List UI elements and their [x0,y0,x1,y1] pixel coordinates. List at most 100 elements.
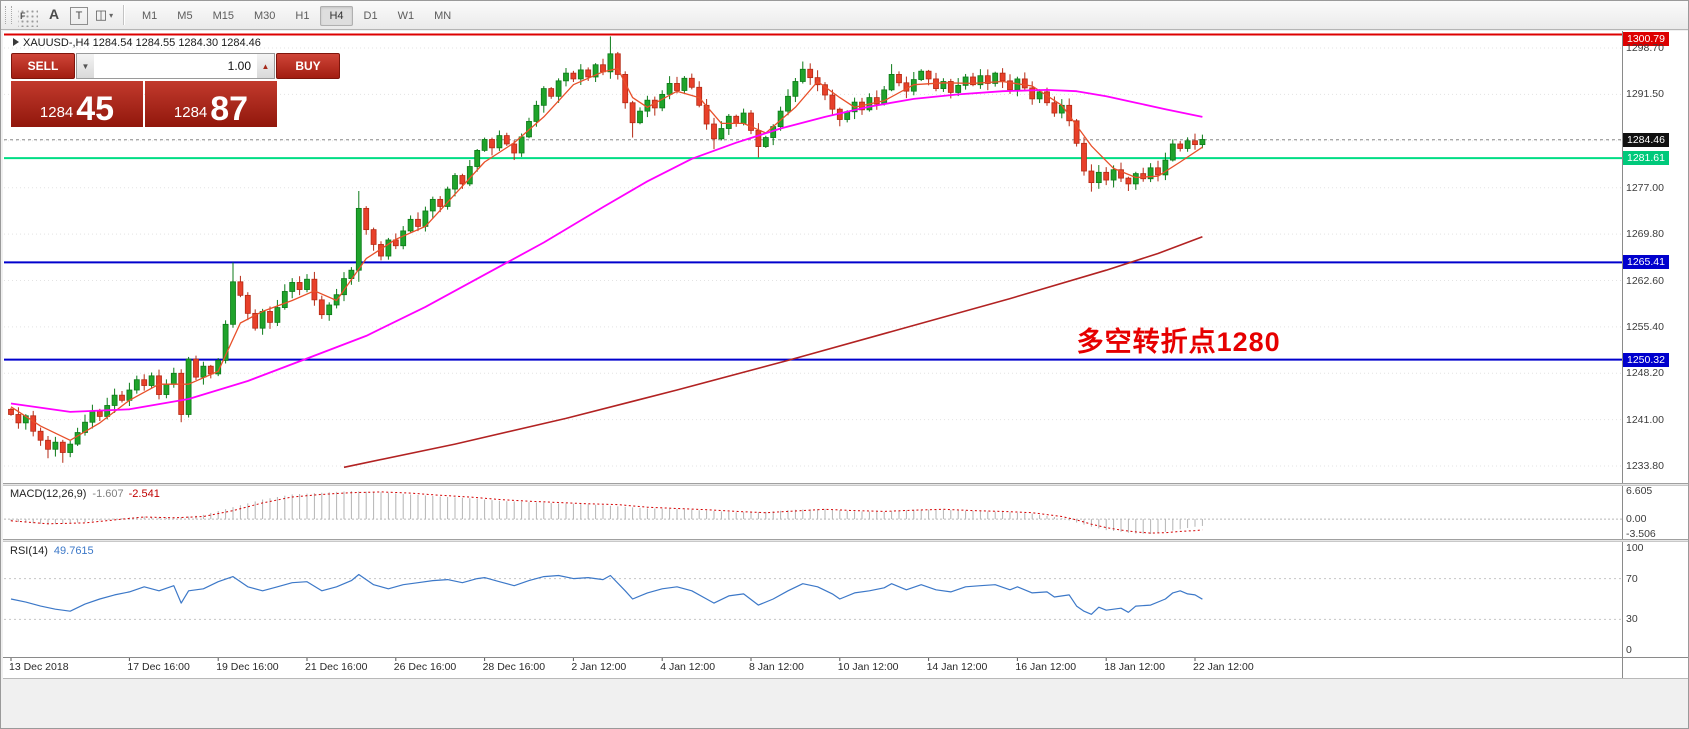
price-axis-border [1622,31,1623,678]
candlestick [637,110,643,124]
candlestick [992,72,999,84]
timeframe-button-mn[interactable]: MN [434,10,452,22]
candlestick [518,136,525,154]
timeframe-button-w1[interactable]: W1 [397,10,415,22]
candlestick [415,218,421,227]
candlestick [555,80,562,97]
toolbar-grip[interactable] [5,6,12,24]
candlestick [748,112,754,131]
candlestick [711,123,717,140]
ma-slow-line [343,235,1203,469]
candlestick [466,166,473,185]
candlestick [792,81,799,97]
timeframe-button-m5[interactable]: M5 [177,10,193,22]
timeframe-button-h4[interactable]: H4 [320,6,353,26]
candlestick [1132,173,1139,185]
timeframe-button-m30[interactable]: M30 [253,10,276,22]
candlestick [614,53,621,75]
candlestick [977,75,984,86]
fibo-grid-icon[interactable]: F [18,10,38,27]
candlestick [1177,143,1184,149]
buy-button[interactable]: BUY [276,53,340,79]
volume-increase-button[interactable]: ▲ [257,54,274,78]
candlestick [896,74,902,84]
candlestick [407,218,414,232]
candlestick [1110,169,1117,181]
candlestick [481,139,488,151]
timeframe-button-m15[interactable]: M15 [212,10,234,22]
candlestick [185,358,192,415]
candlestick [592,64,599,78]
candlestick [659,93,666,109]
candlestick [96,410,103,417]
candlestick [496,135,503,149]
candlestick [67,443,74,453]
timeframe-button-d1[interactable]: D1 [363,10,378,22]
candlestick [799,68,806,82]
candlestick [30,415,37,432]
candlestick [725,115,732,129]
candlestick [1088,170,1095,184]
candlestick [178,372,185,415]
candlestick [452,175,458,190]
candlestick [170,372,177,385]
rsi-layer [4,573,1622,620]
candlestick [1155,167,1161,176]
candlestick [163,383,170,395]
volume-decrease-button[interactable]: ▼ [77,54,94,78]
candlestick [400,230,407,247]
candlestick [200,365,207,378]
pane-splitter-rsi[interactable] [3,539,1688,542]
rsi-indicator-label: RSI(14) 49.7615 [10,545,94,557]
candlestick [1192,140,1198,146]
text-annotation-icon[interactable]: A [48,6,60,22]
one-click-trading-panel: SELL ▼ ▲ BUY 1284 45 1284 87 [11,53,340,127]
rsi-value: 49.7615 [53,545,94,557]
candlestick [222,323,229,361]
macd-signal-value: -2.541 [128,488,160,500]
candlestick [570,72,577,80]
timeframe-button-h1[interactable]: H1 [295,10,310,22]
chart-background[interactable] [3,31,1688,678]
candlestick [925,70,932,80]
ma-mid-line [10,89,1203,413]
chart-annotation-text: 多空转折点1280 [1076,326,1281,357]
candlestick [696,86,703,106]
macd-main-value: -1.607 [92,488,124,500]
candlestick [289,282,296,292]
candlestick [1169,143,1176,161]
shapes-dropdown-icon[interactable]: ◫ ▾ [94,7,114,22]
candlestick [762,137,769,147]
candlestick [873,97,880,105]
toolbar-separator [123,5,125,25]
timeframe-group: M1 M5 M15 M30 H1 H4 D1 W1 MN [132,6,461,26]
candlestick [318,299,325,316]
pane-splitter-macd[interactable] [3,483,1688,486]
macd-layer [4,491,1622,534]
timeframe-button-m1[interactable]: M1 [142,10,158,22]
candlestick [888,74,895,91]
buy-price-quote[interactable]: 1284 87 [145,81,277,127]
volume-input[interactable] [94,54,257,78]
buy-price-prefix: 1284 [173,104,208,121]
candlestick [311,278,318,301]
candlestick [1199,139,1206,146]
candlestick [8,408,14,415]
candlestick [881,89,888,105]
sell-button[interactable]: SELL [11,53,75,79]
candlestick [52,441,59,450]
sell-price-quote[interactable]: 1284 45 [11,81,143,127]
candlestick [207,365,214,375]
candlestick [437,198,444,207]
volume-stepper: ▼ ▲ [76,53,275,79]
candlestick [15,414,22,424]
candlestick [718,128,725,140]
candlestick [37,430,44,441]
candlestick [1058,104,1065,114]
candlestick [733,115,740,124]
candlestick [1147,167,1154,180]
candlestick [459,175,466,185]
text-box-icon[interactable]: T [70,7,88,25]
candlestick [281,291,288,308]
